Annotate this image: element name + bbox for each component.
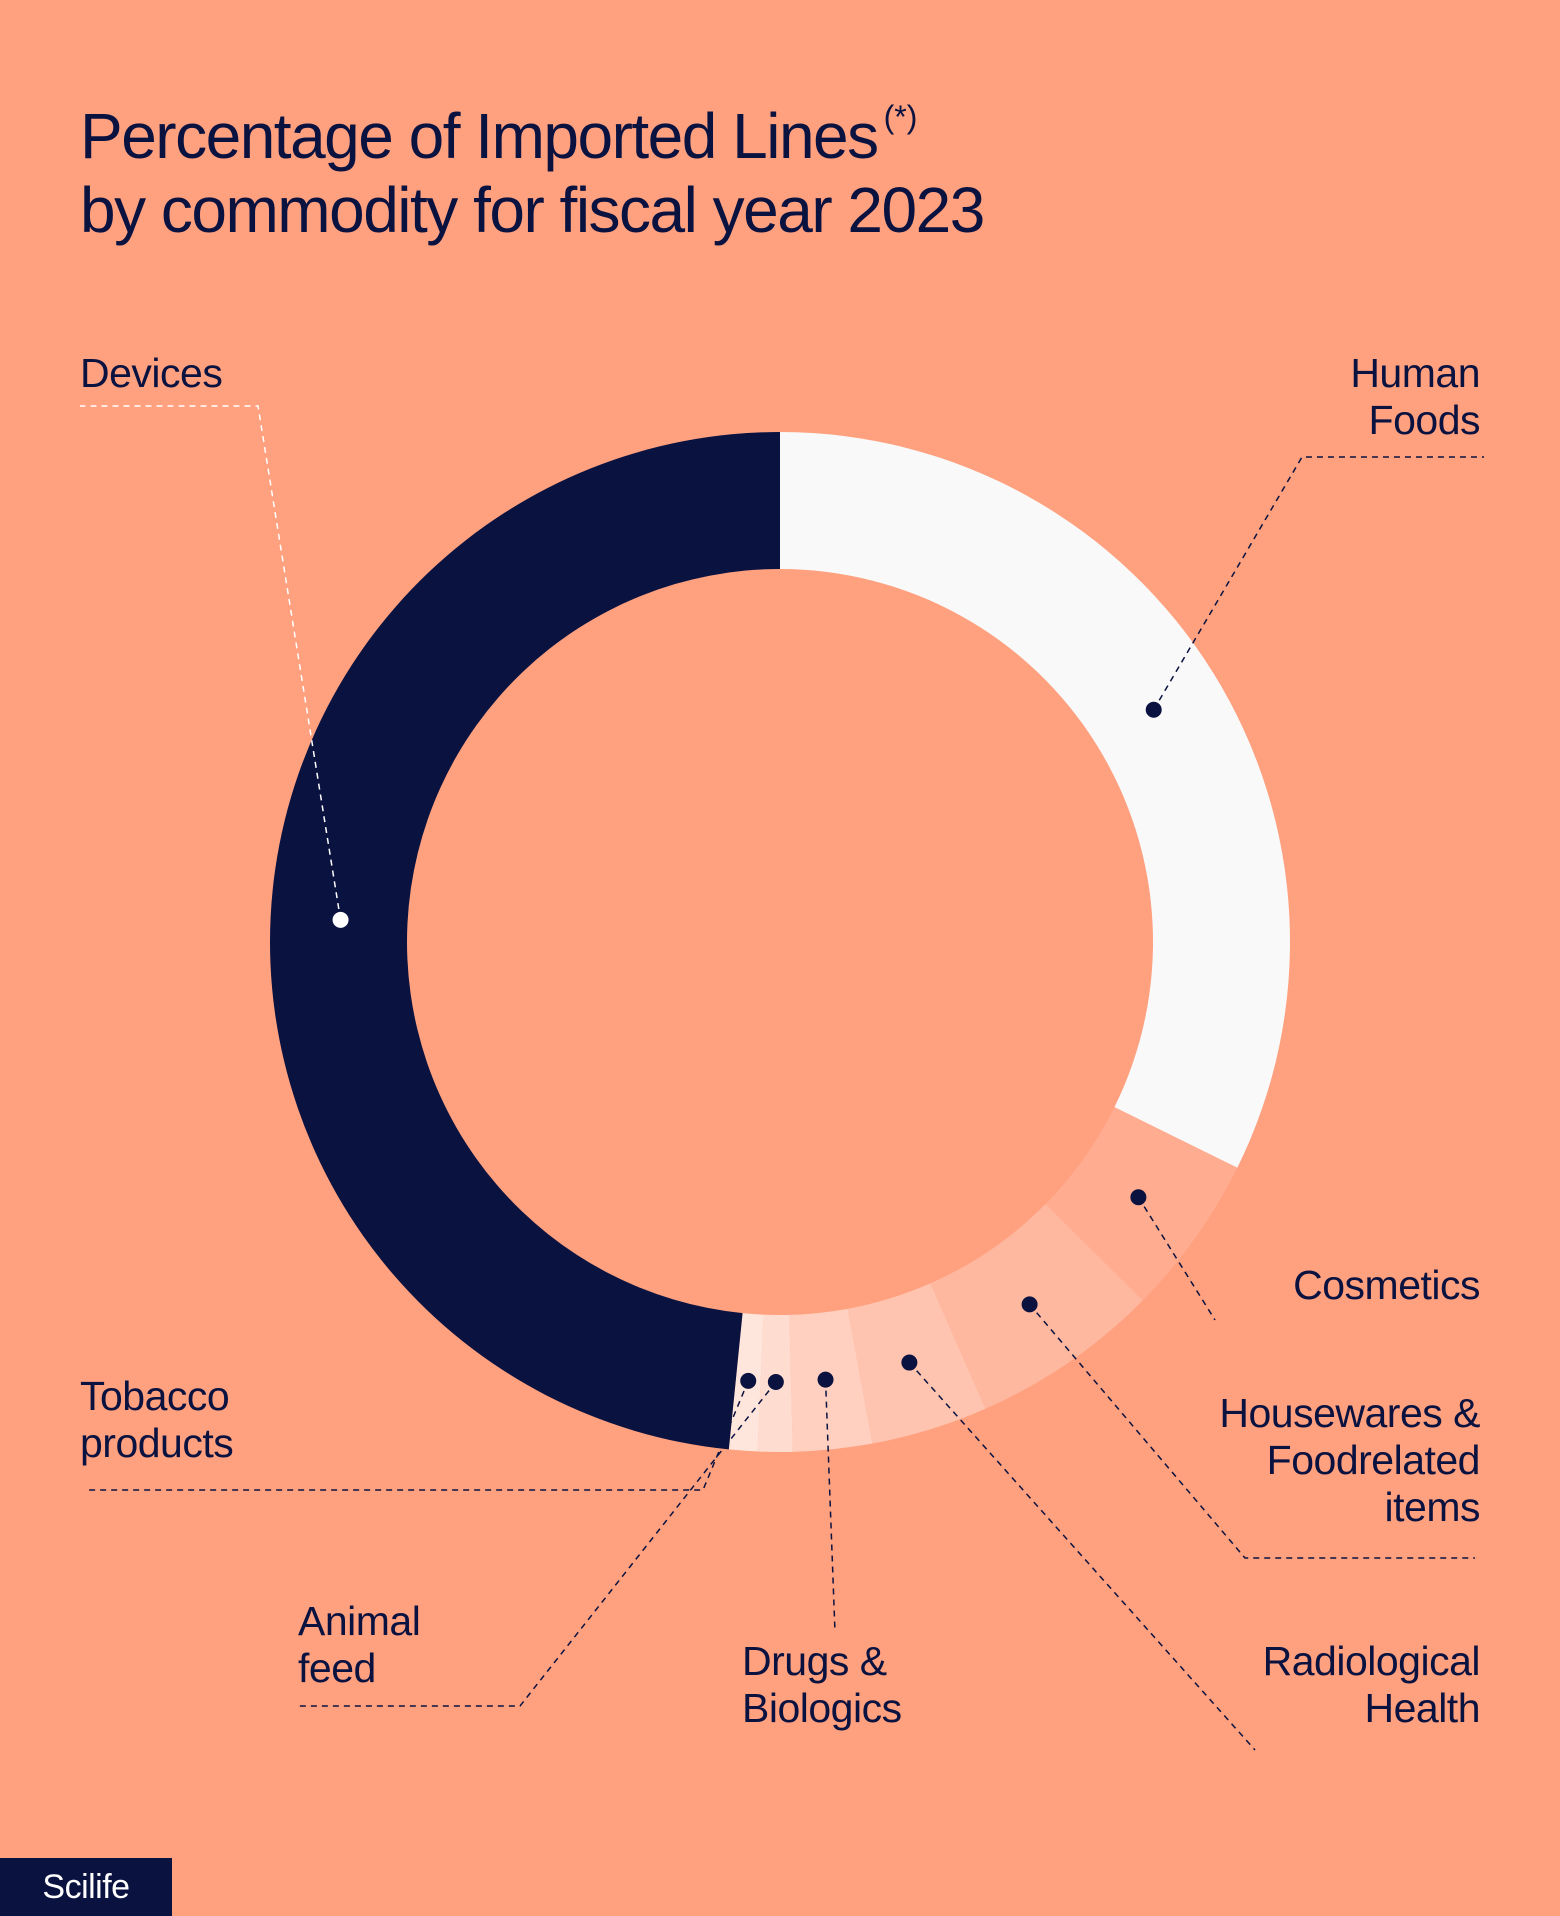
donut-slices <box>269 432 1291 1453</box>
leader-radiological <box>908 1362 1256 1751</box>
leader-lines <box>80 405 1484 1751</box>
marker-radiological <box>901 1354 918 1371</box>
brand-logo: Scilife <box>0 1858 172 1916</box>
label-drugs-biologics: Drugs & Biologics <box>742 1638 902 1731</box>
marker-human-foods <box>1145 701 1162 718</box>
marker-cosmetics <box>1130 1189 1147 1206</box>
marker-animal-feed <box>767 1373 784 1390</box>
chart-title: Percentage of Imported Lines (*) by commo… <box>80 80 985 247</box>
marker-housewares <box>1021 1296 1038 1313</box>
title-line-1: Percentage of Imported Lines <box>80 100 879 172</box>
title-line-2: by commodity for fiscal year 2023 <box>80 174 985 246</box>
label-animal-feed: Animal feed <box>298 1598 421 1691</box>
leader-cosmetics <box>1137 1196 1216 1321</box>
leader-tobacco <box>85 1380 749 1491</box>
label-housewares: Housewares & Foodrelated items <box>1219 1390 1480 1530</box>
leader-devices <box>80 405 342 921</box>
leader-housewares <box>1029 1303 1475 1559</box>
label-devices: Devices <box>80 350 223 396</box>
title-footnote-marker: (*) <box>883 99 918 135</box>
label-cosmetics: Cosmetics <box>1293 1262 1480 1308</box>
marker-drugs <box>817 1371 834 1388</box>
label-radiological-health: Radiological Health <box>1262 1638 1481 1731</box>
slice-devices <box>269 432 780 1450</box>
marker-devices <box>332 911 349 928</box>
marker-tobacco <box>740 1372 757 1389</box>
leader-animal-feed <box>298 1381 777 1707</box>
slice-markers <box>332 701 1162 1390</box>
slice-human-foods <box>780 432 1291 1168</box>
label-tobacco-products: Tobacco products <box>80 1373 234 1466</box>
label-human-foods: Human Foods <box>1350 350 1480 443</box>
leader-drugs <box>824 1379 836 1633</box>
